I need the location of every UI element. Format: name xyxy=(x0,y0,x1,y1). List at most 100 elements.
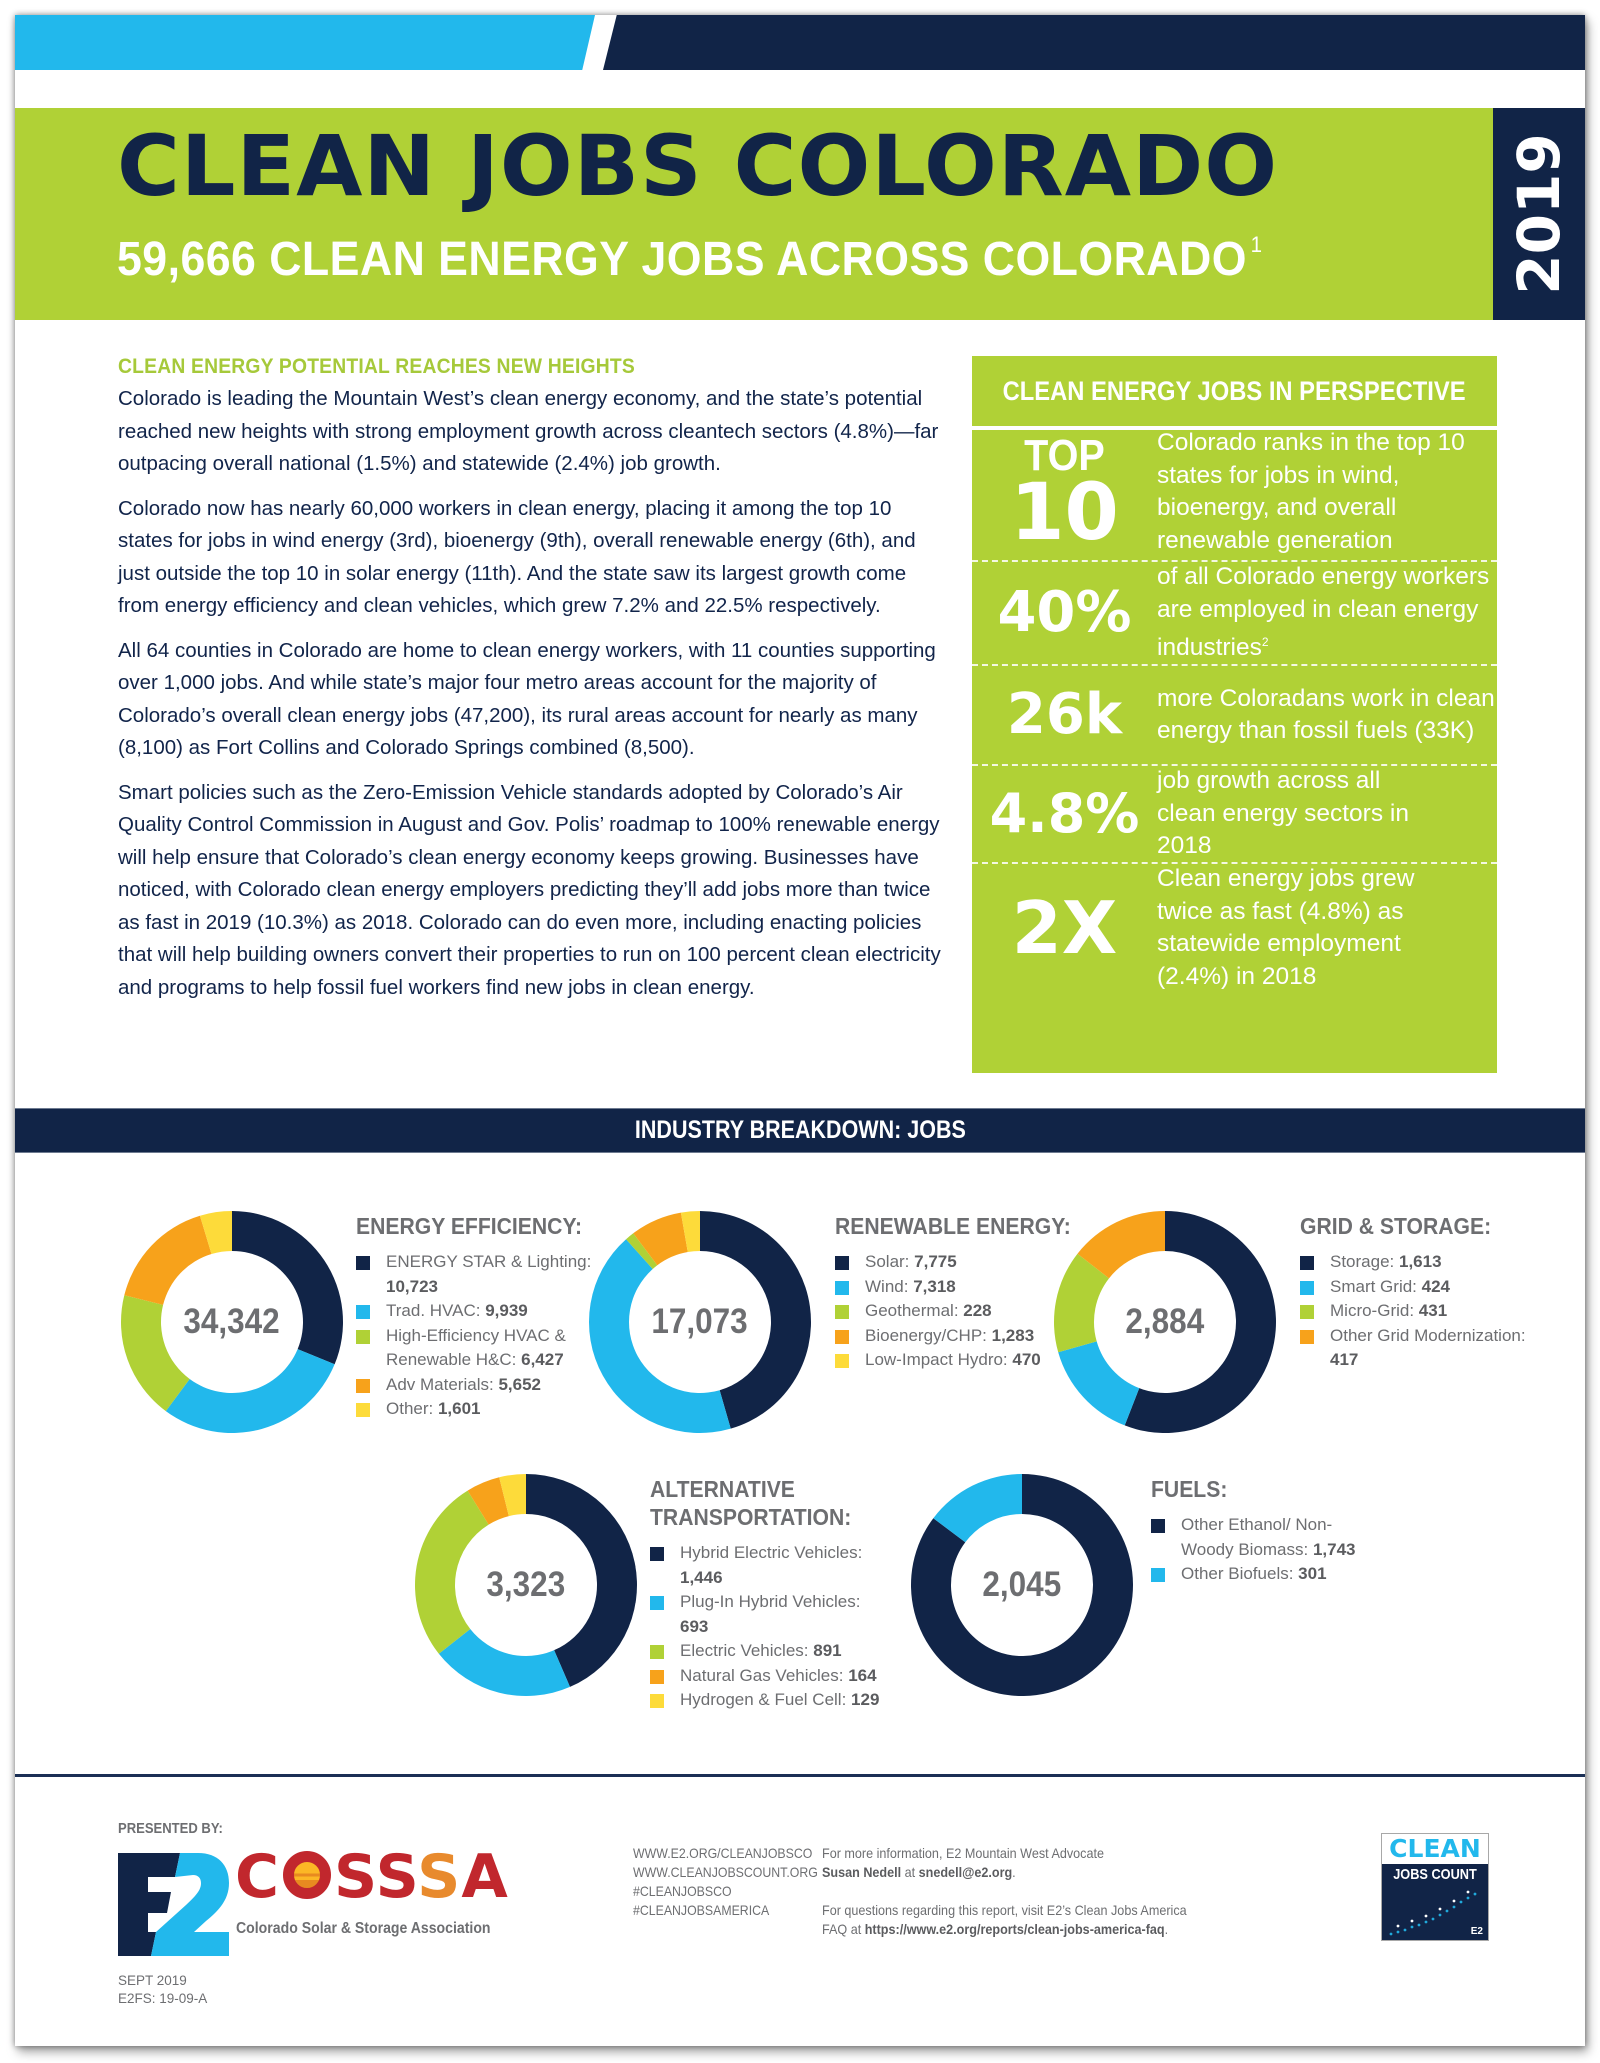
donut-segment xyxy=(121,1295,190,1412)
stat-26k: 26k more Coloradans work in clean energy… xyxy=(972,664,1497,764)
faq-line: FAQ at https://www.e2.org/reports/clean-… xyxy=(822,1920,1187,1939)
year-tab: 2019 xyxy=(1493,108,1585,320)
legend-swatch-icon xyxy=(1300,1305,1314,1319)
legend-item: Storage: 1,613 xyxy=(1300,1250,1530,1275)
badge-e2-mark: E2 xyxy=(1470,1926,1483,1937)
legend-label: Plug-In Hybrid Vehicles: xyxy=(680,1592,861,1611)
stat-description-text: of all Colorado energy workers are emplo… xyxy=(1157,563,1490,662)
donut-chart-icon xyxy=(911,1474,1133,1696)
perspective-panel: CLEAN ENERGY JOBS IN PERSPECTIVE TOP 10 … xyxy=(972,356,1497,1073)
faq-link[interactable]: https://www.e2.org/reports/clean-jobs-am… xyxy=(864,1921,1165,1937)
donut-segment xyxy=(199,1211,232,1255)
stat-40-percent: 40% of all Colorado energy workers are e… xyxy=(972,560,1497,664)
donut-segment xyxy=(124,1215,212,1305)
link-cleanjobscount[interactable]: WWW.CLEANJOBSCOUNT.ORG xyxy=(633,1864,818,1880)
donut-segment xyxy=(467,1477,509,1525)
spacer xyxy=(822,1882,1187,1901)
legend-label: Smart Grid: xyxy=(1330,1276,1422,1296)
legend-value: 693 xyxy=(680,1616,709,1636)
header-banner: CLEAN JOBS COLORADO 59,666 CLEAN ENERGY … xyxy=(15,108,1493,320)
legend-swatch-icon xyxy=(1300,1329,1314,1344)
legend-item: Natural Gas Vehicles: 164 xyxy=(650,1664,890,1689)
legend-swatch-icon xyxy=(835,1305,849,1319)
donut-segment xyxy=(1054,1253,1110,1353)
footer-divider xyxy=(15,1774,1585,1777)
legend-value: 5,652 xyxy=(498,1374,541,1394)
legend-item: Plug-In Hybrid Vehicles: 693 xyxy=(650,1590,890,1639)
donut-segment xyxy=(1077,1211,1165,1279)
donut-segment xyxy=(526,1474,637,1687)
donut-chart-icon xyxy=(414,1474,637,1696)
presented-by-label: PRESENTED BY: xyxy=(118,1821,223,1837)
intro-heading: CLEAN ENERGY POTENTIAL REACHES NEW HEIGH… xyxy=(118,355,635,378)
legend-item: Other Grid Modernization: 417 xyxy=(1300,1324,1530,1373)
legend-swatch-icon xyxy=(1300,1280,1314,1295)
donut-segment xyxy=(165,1349,335,1433)
hashtag-cleanjobsamerica: #CLEANJOBSAMERICA xyxy=(633,1902,770,1918)
subtitle-text: 59,666 CLEAN ENERGY JOBS ACROSS COLORADO xyxy=(117,233,1247,286)
legend-label: Adv Materials: xyxy=(386,1374,499,1394)
legend-label: Geothermal: xyxy=(865,1301,964,1320)
legend-title: ENERGY EFFICIENCY: xyxy=(356,1213,583,1239)
stat-big-value: 40% xyxy=(997,579,1132,645)
intro-paragraph: Colorado is leading the Mountain West’s … xyxy=(118,387,939,475)
legend-label: Micro-Grid: xyxy=(1330,1301,1419,1320)
cossa-tagline: Colorado Solar & Storage Association xyxy=(236,1920,491,1937)
stat-big-value: 2X xyxy=(1011,885,1118,970)
legend-label: Solar: xyxy=(865,1252,915,1271)
legend-item: Geothermal: 228 xyxy=(835,1299,1085,1324)
punctuation: . xyxy=(1012,1864,1016,1880)
donut-grid-storage: 2,884 xyxy=(1053,1210,1277,1434)
legend-swatch-icon xyxy=(1151,1519,1165,1533)
publication-info: SEPT 2019 E2FS: 19-09-A xyxy=(118,1972,207,2008)
sun-icon xyxy=(283,1851,332,1899)
donut-alternative-transportation: 3,323 xyxy=(414,1473,638,1697)
contact-email-link[interactable]: snedell@e2.org xyxy=(918,1864,1013,1880)
legend-item: Bioenergy/CHP: 1,283 xyxy=(835,1324,1085,1349)
legend-swatch-icon xyxy=(356,1256,370,1270)
legend-value: 6,427 xyxy=(521,1350,564,1369)
donut-total: 3,323 xyxy=(486,1565,566,1604)
legend-value: 1,743 xyxy=(1312,1539,1356,1559)
legend-label: High-Efficiency HVAC & Renewable H&C: xyxy=(386,1325,566,1370)
legend-item: Wind: 7,318 xyxy=(835,1275,1085,1300)
legend-alternative-transportation: ALTERNATIVE TRANSPORTATION: Hybrid Electri… xyxy=(650,1475,890,1713)
donut-total: 17,073 xyxy=(651,1302,749,1341)
legend-item: Other Biofuels: 301 xyxy=(1151,1562,1371,1587)
legend-label: Other Biofuels: xyxy=(1181,1564,1299,1583)
donut-energy-efficiency: 34,342 xyxy=(120,1210,344,1434)
legend-item: Electric Vehicles: 891 xyxy=(650,1639,890,1664)
legend-value: 228 xyxy=(963,1301,992,1320)
legend-swatch-icon xyxy=(835,1354,849,1368)
legend-label: Wind: xyxy=(865,1276,914,1296)
legend-swatch-icon xyxy=(835,1329,849,1344)
legend-swatch-icon xyxy=(1300,1256,1314,1270)
footer-links: WWW.E2.ORG/CLEANJOBSCO WWW.CLEANJOBSCOUN… xyxy=(633,1844,843,1920)
intro-paragraph: Colorado now has nearly 60,000 workers i… xyxy=(118,496,916,618)
legend-swatch-icon xyxy=(356,1305,370,1319)
donut-segment xyxy=(589,1239,731,1433)
donut-total: 2,045 xyxy=(982,1565,1062,1604)
legend-label: Bioenergy/CHP: xyxy=(865,1325,992,1345)
document-id: E2FS: 19-09-A xyxy=(118,1991,208,2006)
legend-swatch-icon xyxy=(650,1669,664,1684)
faq-prefix: FAQ at xyxy=(822,1921,865,1937)
e2-logo xyxy=(118,1853,229,1956)
legend-swatch-icon xyxy=(356,1378,370,1393)
stat-top-label: TOP xyxy=(1024,431,1105,481)
link-e2-cleanjobsco[interactable]: WWW.E2.ORG/CLEANJOBSCO xyxy=(633,1845,813,1861)
cossa-wordmark: C SSSA xyxy=(235,1842,509,1912)
legend-title: GRID & STORAGE: xyxy=(1300,1213,1492,1239)
legend-swatch-icon xyxy=(650,1694,664,1708)
legend-label: Electric Vehicles: xyxy=(680,1641,814,1660)
legend-value: 164 xyxy=(848,1665,877,1685)
hashtag-cleanjobsco: #CLEANJOBSCO xyxy=(633,1883,732,1899)
donut-segment xyxy=(414,1490,489,1654)
badge-clean: CLEAN xyxy=(1382,1834,1488,1864)
legend-label: Hydrogen & Fuel Cell: xyxy=(680,1690,852,1709)
donut-renewable-energy: 17,073 xyxy=(588,1210,812,1434)
contact-name: Susan Nedell xyxy=(822,1864,902,1880)
legend-value: 129 xyxy=(851,1690,880,1709)
stat-big-value: TOP 10 xyxy=(972,431,1157,552)
perspective-stats: TOP 10 Colorado ranks in the top 10 stat… xyxy=(972,429,1497,1073)
